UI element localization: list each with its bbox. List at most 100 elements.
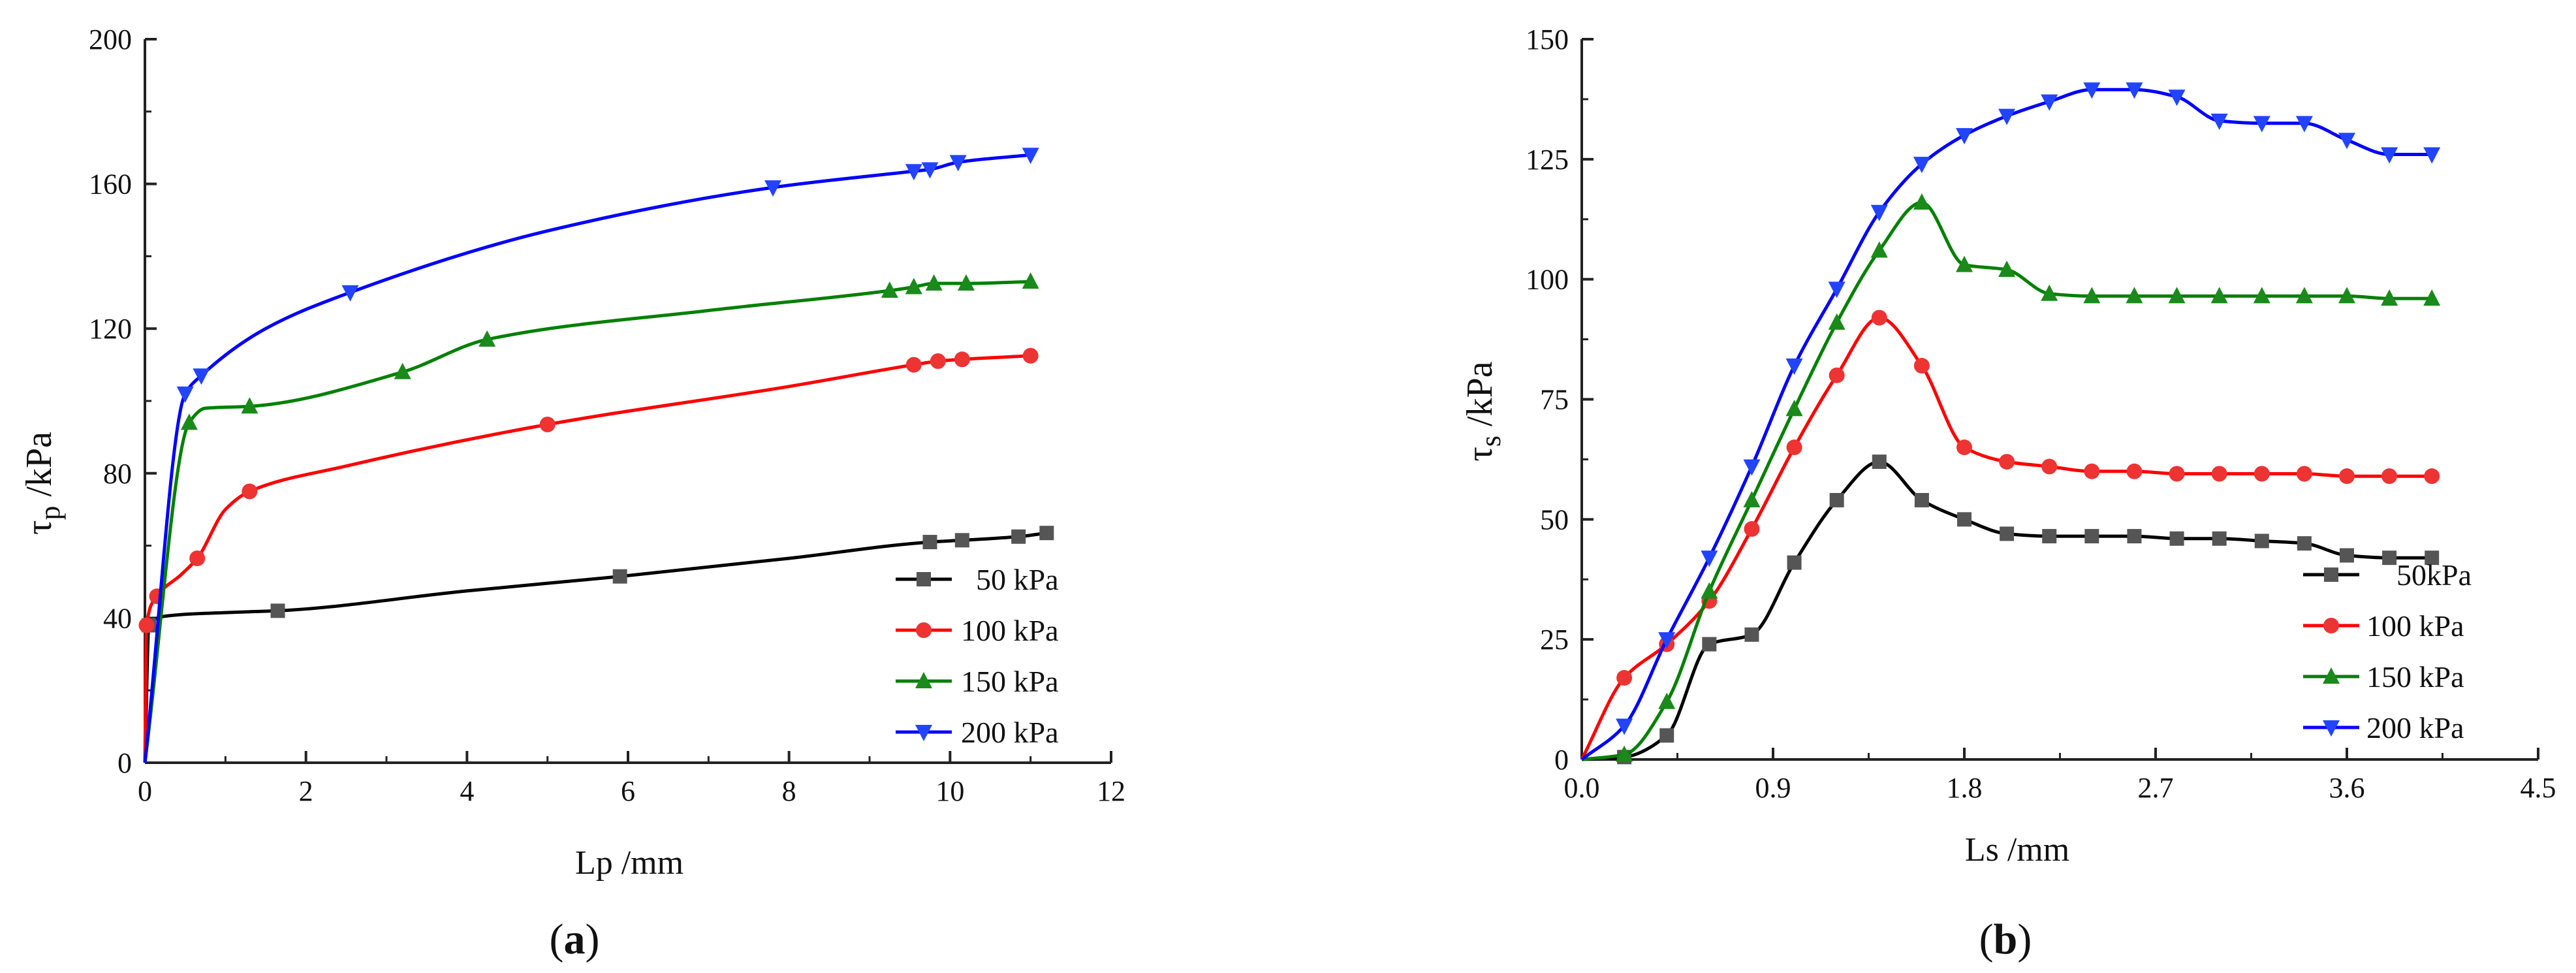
data-point: [1659, 728, 1674, 743]
data-point: [2126, 463, 2143, 479]
data-point: [1701, 582, 1718, 599]
legend-item-a-3: 200 kPa: [896, 716, 1059, 749]
data-point: [241, 397, 259, 414]
data-point: [2041, 458, 2058, 475]
x-tick-label-a: 4: [460, 775, 474, 807]
data-point: [1872, 455, 1887, 470]
data-point: [2338, 287, 2355, 304]
data-point: [905, 278, 922, 295]
y-tick-label-b: 25: [1540, 624, 1569, 656]
data-point: [1999, 454, 2015, 470]
data-point: [2126, 287, 2143, 304]
data-point: [2210, 114, 2228, 131]
legend-item-b-2: 150 kPa: [2303, 660, 2464, 694]
legend-label: 50kPa: [2366, 558, 2472, 592]
series-line-a-0: [143, 531, 1047, 763]
series-b-0: [1581, 455, 2440, 765]
data-point: [2297, 536, 2312, 551]
data-point: [2084, 463, 2100, 479]
legend-marker: [916, 622, 932, 638]
data-point: [1787, 555, 1802, 570]
data-point: [612, 569, 627, 584]
data-point: [1998, 108, 2016, 125]
data-point: [1616, 718, 1633, 735]
legend-label: 100 kPa: [2366, 609, 2464, 643]
data-point: [394, 362, 411, 379]
legend-label: 200 kPa: [961, 716, 1059, 749]
y-tick-label-b: 50: [1540, 503, 1569, 535]
data-point: [1785, 359, 1803, 375]
data-point: [1743, 490, 1761, 507]
data-point: [2339, 468, 2355, 485]
x-tick-label-b: 1.8: [1947, 772, 1983, 804]
legend-label: 150 kPa: [961, 665, 1059, 698]
data-point: [2168, 89, 2186, 106]
data-point: [270, 603, 285, 618]
x-axis-label-a: Lp /mm: [575, 844, 683, 882]
y-tick-label-b: 0: [1554, 744, 1569, 776]
data-point: [930, 353, 946, 370]
series-b-3: [1580, 82, 2441, 761]
series-a-3: [143, 148, 1039, 763]
data-point: [2212, 531, 2227, 546]
legend-item-a-2: 150 kPa: [896, 665, 1059, 698]
data-point: [2340, 548, 2354, 563]
y-tick-label-a: 0: [118, 747, 132, 779]
data-point: [176, 386, 194, 403]
y-tick-label-a: 200: [89, 24, 132, 56]
x-tick-label-a: 6: [621, 775, 635, 807]
series-line-b-0: [1581, 460, 2432, 761]
legend-item-a-1: 100 kPa: [896, 614, 1059, 647]
y-axis-label-text-a: τp /kPa: [19, 432, 66, 535]
chart-panel-b: τs /kPa Ls /mm (b) 0.0 0.9 1.8 2.7 3.6 4.5 0 25…: [1460, 24, 2556, 963]
legend-marker: [917, 572, 931, 586]
data-point: [1913, 157, 1930, 174]
y-axis-label-a: τp /kPa: [19, 432, 66, 535]
data-point: [242, 483, 258, 500]
data-point: [2295, 116, 2313, 133]
data-point: [958, 274, 975, 291]
data-point: [2254, 466, 2270, 482]
legend-item-b-3: 200 kPa: [2303, 711, 2464, 744]
data-point: [1702, 637, 1717, 652]
y-axis-label-text-b: τs /kPa: [1460, 361, 1507, 461]
x-tick-label-a: 2: [299, 775, 313, 807]
data-point: [2000, 526, 2015, 541]
data-point: [1658, 632, 1676, 649]
data-point: [341, 285, 359, 302]
data-point: [1022, 347, 1039, 364]
y-axis-label-b: τs /kPa: [1460, 361, 1507, 461]
y-tick-label-b: 125: [1526, 144, 1569, 176]
data-point: [1616, 669, 1633, 686]
legend-item-a-0: 50 kPa: [896, 563, 1059, 596]
legend-label: 50 kPa: [961, 563, 1059, 596]
data-point: [2381, 147, 2398, 164]
data-point: [1658, 692, 1676, 709]
data-point: [2211, 466, 2227, 482]
data-point: [1743, 459, 1761, 476]
y-tick-label-b: 75: [1540, 384, 1569, 416]
legend-label: 100 kPa: [961, 614, 1059, 647]
series-line-a-2: [143, 279, 1031, 763]
legend-label: 150 kPa: [2366, 660, 2464, 694]
data-point: [764, 180, 781, 197]
data-point: [193, 368, 210, 385]
x-axis-label-b: Ls /mm: [1965, 831, 2069, 869]
data-point: [189, 550, 206, 566]
data-point: [1956, 255, 1973, 272]
series-a-2: [143, 272, 1039, 763]
data-point: [1744, 521, 1760, 537]
series-line-a-3: [143, 153, 1031, 763]
x-tick-label-b: 3.6: [2329, 772, 2365, 804]
legend-marker: [915, 725, 932, 741]
x-tick-label-b: 2.7: [2138, 772, 2174, 804]
data-point: [2425, 550, 2440, 566]
data-point: [2338, 133, 2355, 150]
data-point: [1786, 439, 1802, 456]
y-tick-label-a: 120: [89, 313, 132, 345]
legend-label: 200 kPa: [2366, 711, 2464, 744]
panel-caption-b: (b): [1979, 916, 2032, 963]
data-point: [138, 617, 155, 633]
x-tick-label-b: 0.9: [1755, 772, 1791, 804]
